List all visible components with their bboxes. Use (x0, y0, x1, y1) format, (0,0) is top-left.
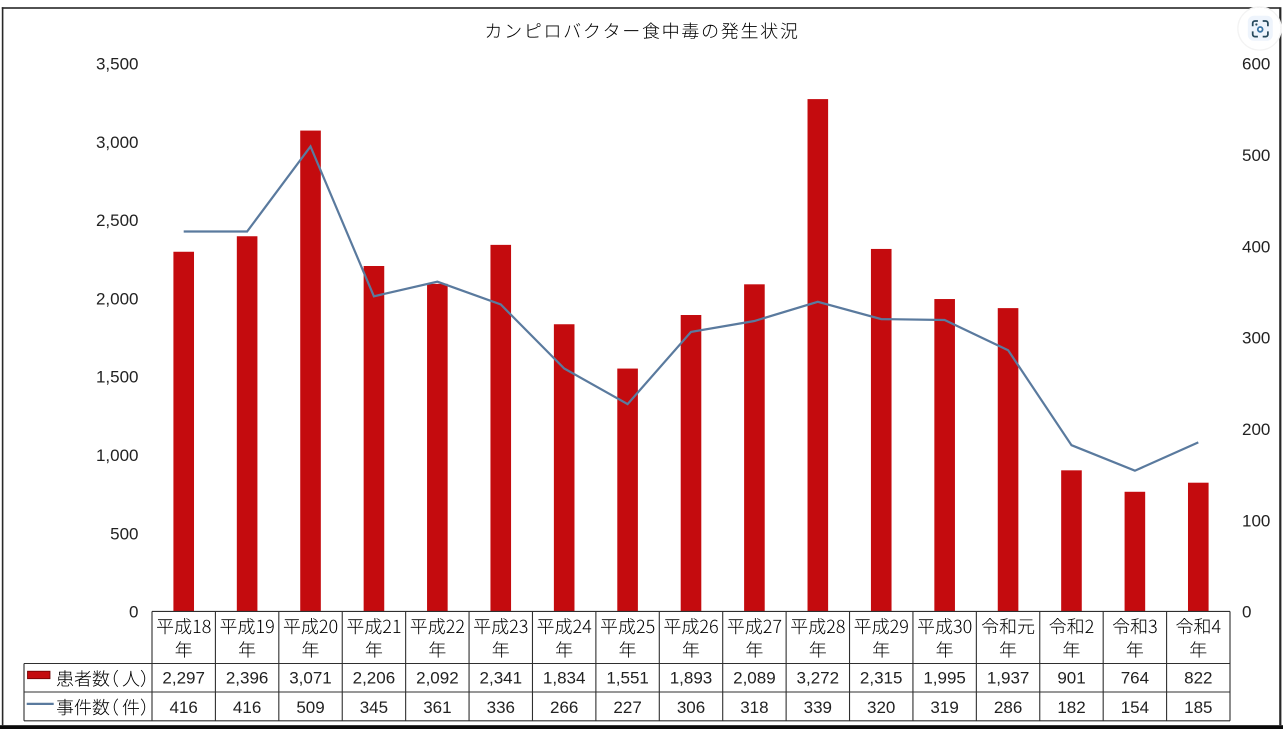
svg-text:2,092: 2,092 (416, 668, 459, 687)
svg-text:416: 416 (170, 698, 198, 717)
svg-text:320: 320 (867, 698, 895, 717)
svg-text:306: 306 (677, 698, 705, 717)
svg-text:318: 318 (740, 698, 768, 717)
svg-text:416: 416 (233, 698, 261, 717)
svg-text:1,500: 1,500 (96, 368, 139, 387)
svg-text:1,551: 1,551 (606, 668, 649, 687)
svg-text:500: 500 (110, 524, 138, 543)
svg-text:500: 500 (1242, 146, 1270, 165)
svg-text:345: 345 (360, 698, 388, 717)
svg-text:1,000: 1,000 (96, 446, 139, 465)
svg-text:2,315: 2,315 (860, 668, 903, 687)
svg-text:100: 100 (1242, 511, 1270, 530)
svg-text:822: 822 (1184, 668, 1212, 687)
svg-text:2,500: 2,500 (96, 211, 139, 230)
svg-text:3,071: 3,071 (289, 668, 332, 687)
svg-text:336: 336 (487, 698, 515, 717)
svg-text:3,500: 3,500 (96, 55, 139, 74)
svg-text:0: 0 (129, 603, 138, 622)
svg-text:3,272: 3,272 (797, 668, 840, 687)
svg-text:0: 0 (1242, 603, 1251, 622)
svg-text:764: 764 (1121, 668, 1149, 687)
svg-text:361: 361 (423, 698, 451, 717)
svg-text:1,937: 1,937 (987, 668, 1030, 687)
svg-text:600: 600 (1242, 55, 1270, 74)
svg-text:901: 901 (1057, 668, 1085, 687)
svg-text:509: 509 (296, 698, 324, 717)
svg-text:2,206: 2,206 (353, 668, 396, 687)
svg-text:185: 185 (1184, 698, 1212, 717)
svg-text:2,000: 2,000 (96, 290, 139, 309)
svg-text:1,834: 1,834 (543, 668, 586, 687)
svg-text:154: 154 (1121, 698, 1149, 717)
svg-text:2,396: 2,396 (226, 668, 269, 687)
svg-text:2,089: 2,089 (733, 668, 776, 687)
svg-text:400: 400 (1242, 237, 1270, 256)
svg-text:200: 200 (1242, 420, 1270, 439)
svg-text:2,341: 2,341 (480, 668, 523, 687)
svg-text:2,297: 2,297 (162, 668, 205, 687)
svg-text:300: 300 (1242, 329, 1270, 348)
svg-text:339: 339 (804, 698, 832, 717)
svg-text:227: 227 (613, 698, 641, 717)
svg-text:182: 182 (1057, 698, 1085, 717)
svg-text:286: 286 (994, 698, 1022, 717)
svg-text:1,893: 1,893 (670, 668, 713, 687)
svg-text:319: 319 (930, 698, 958, 717)
svg-text:3,000: 3,000 (96, 133, 139, 152)
svg-text:266: 266 (550, 698, 578, 717)
svg-text:1,995: 1,995 (923, 668, 966, 687)
